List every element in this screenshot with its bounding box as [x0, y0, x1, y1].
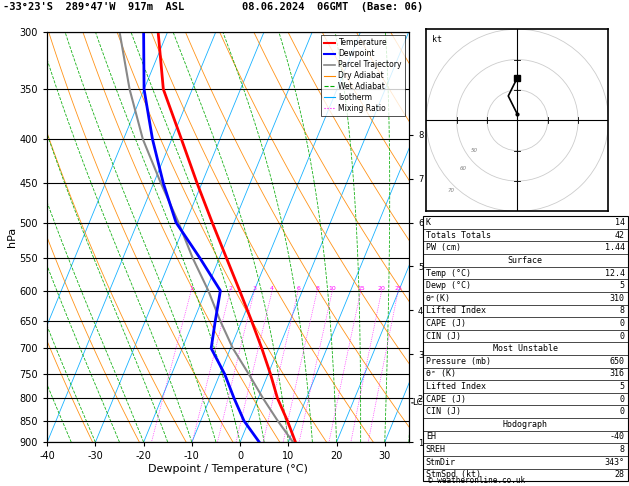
Text: 5: 5	[620, 281, 625, 290]
Text: 0: 0	[620, 395, 625, 404]
Y-axis label: km
ASL: km ASL	[437, 227, 452, 246]
Text: 2: 2	[228, 286, 232, 291]
Text: 20: 20	[378, 286, 386, 291]
Text: CIN (J): CIN (J)	[426, 407, 461, 417]
Text: Totals Totals: Totals Totals	[426, 231, 491, 240]
Text: 0: 0	[620, 319, 625, 328]
Text: 1.44: 1.44	[604, 243, 625, 252]
Text: Pressure (mb): Pressure (mb)	[426, 357, 491, 366]
Text: 25: 25	[394, 286, 402, 291]
Text: 70: 70	[447, 188, 454, 192]
Text: Hodograph: Hodograph	[503, 420, 548, 429]
Text: SREH: SREH	[426, 445, 446, 454]
Text: © weatheronline.co.uk: © weatheronline.co.uk	[428, 476, 525, 485]
Text: LCL: LCL	[413, 398, 428, 407]
Text: 310: 310	[610, 294, 625, 303]
Text: 6: 6	[296, 286, 300, 291]
Text: 650: 650	[610, 357, 625, 366]
Text: 3: 3	[252, 286, 257, 291]
Text: 15: 15	[357, 286, 365, 291]
Text: kt: kt	[431, 35, 442, 44]
Text: CIN (J): CIN (J)	[426, 331, 461, 341]
Text: StmDir: StmDir	[426, 458, 456, 467]
Text: 4: 4	[270, 286, 274, 291]
Text: 8: 8	[620, 445, 625, 454]
Text: StmSpd (kt): StmSpd (kt)	[426, 470, 481, 479]
Text: Most Unstable: Most Unstable	[493, 344, 558, 353]
Text: 343°: 343°	[604, 458, 625, 467]
Text: 8: 8	[315, 286, 319, 291]
Text: 10: 10	[328, 286, 337, 291]
Text: 08.06.2024  06GMT  (Base: 06): 08.06.2024 06GMT (Base: 06)	[242, 2, 423, 13]
Text: θᵉ(K): θᵉ(K)	[426, 294, 451, 303]
Text: 8: 8	[620, 306, 625, 315]
Legend: Temperature, Dewpoint, Parcel Trajectory, Dry Adiabat, Wet Adiabat, Isotherm, Mi: Temperature, Dewpoint, Parcel Trajectory…	[321, 35, 405, 116]
Text: 50: 50	[471, 148, 478, 153]
Text: Lifted Index: Lifted Index	[426, 382, 486, 391]
Text: Temp (°C): Temp (°C)	[426, 269, 471, 278]
Text: 14: 14	[615, 218, 625, 227]
Text: -40: -40	[610, 433, 625, 441]
Text: -33°23'S  289°47'W  917m  ASL: -33°23'S 289°47'W 917m ASL	[3, 2, 184, 13]
Text: 0: 0	[620, 331, 625, 341]
Y-axis label: hPa: hPa	[7, 227, 17, 247]
Text: Surface: Surface	[508, 256, 543, 265]
Text: 5: 5	[620, 382, 625, 391]
Text: EH: EH	[426, 433, 436, 441]
Text: Lifted Index: Lifted Index	[426, 306, 486, 315]
Text: 0: 0	[620, 407, 625, 417]
Text: 28: 28	[615, 470, 625, 479]
Text: CAPE (J): CAPE (J)	[426, 319, 466, 328]
Text: θᵉ (K): θᵉ (K)	[426, 369, 456, 379]
Text: 316: 316	[610, 369, 625, 379]
Text: K: K	[426, 218, 431, 227]
Text: 1: 1	[189, 286, 193, 291]
Text: 42: 42	[615, 231, 625, 240]
X-axis label: Dewpoint / Temperature (°C): Dewpoint / Temperature (°C)	[148, 464, 308, 474]
Text: 12.4: 12.4	[604, 269, 625, 278]
Text: PW (cm): PW (cm)	[426, 243, 461, 252]
Text: CAPE (J): CAPE (J)	[426, 395, 466, 404]
Text: 60: 60	[459, 166, 466, 172]
Text: Dewp (°C): Dewp (°C)	[426, 281, 471, 290]
